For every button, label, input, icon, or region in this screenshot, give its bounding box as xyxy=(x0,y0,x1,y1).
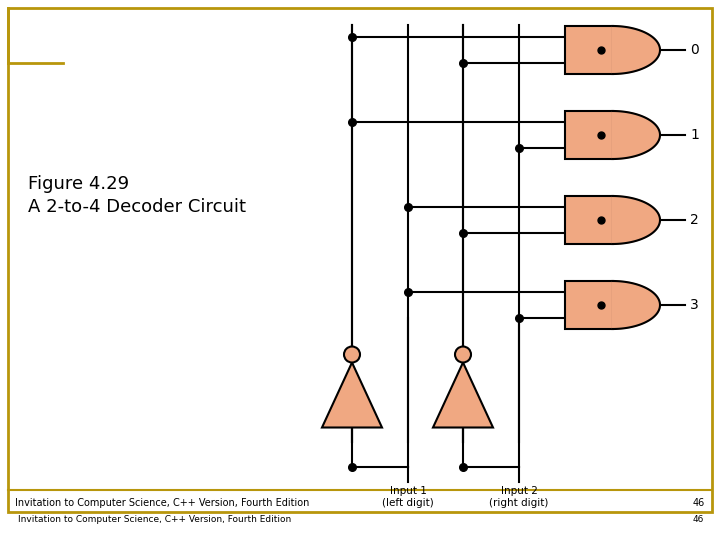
Polygon shape xyxy=(433,362,493,428)
Text: Input 2
(right digit): Input 2 (right digit) xyxy=(490,486,549,508)
Text: Figure 4.29: Figure 4.29 xyxy=(28,175,129,193)
Polygon shape xyxy=(613,111,660,159)
Polygon shape xyxy=(613,281,660,329)
Circle shape xyxy=(455,347,471,362)
Text: Input 1
(left digit): Input 1 (left digit) xyxy=(382,486,434,508)
Text: 46: 46 xyxy=(693,516,704,524)
Polygon shape xyxy=(613,26,660,74)
Text: 46: 46 xyxy=(693,498,705,508)
Text: Invitation to Computer Science, C++ Version, Fourth Edition: Invitation to Computer Science, C++ Vers… xyxy=(15,498,310,508)
Text: A 2-to-4 Decoder Circuit: A 2-to-4 Decoder Circuit xyxy=(28,198,246,216)
Circle shape xyxy=(344,347,360,362)
Text: 1: 1 xyxy=(690,128,699,142)
Text: 0: 0 xyxy=(690,43,698,57)
Polygon shape xyxy=(322,362,382,428)
Polygon shape xyxy=(613,196,660,244)
Polygon shape xyxy=(565,111,613,159)
Text: 2: 2 xyxy=(690,213,698,227)
Polygon shape xyxy=(565,281,613,329)
Text: 3: 3 xyxy=(690,298,698,312)
Polygon shape xyxy=(565,196,613,244)
Polygon shape xyxy=(565,26,613,74)
Text: Invitation to Computer Science, C++ Version, Fourth Edition: Invitation to Computer Science, C++ Vers… xyxy=(18,516,292,524)
